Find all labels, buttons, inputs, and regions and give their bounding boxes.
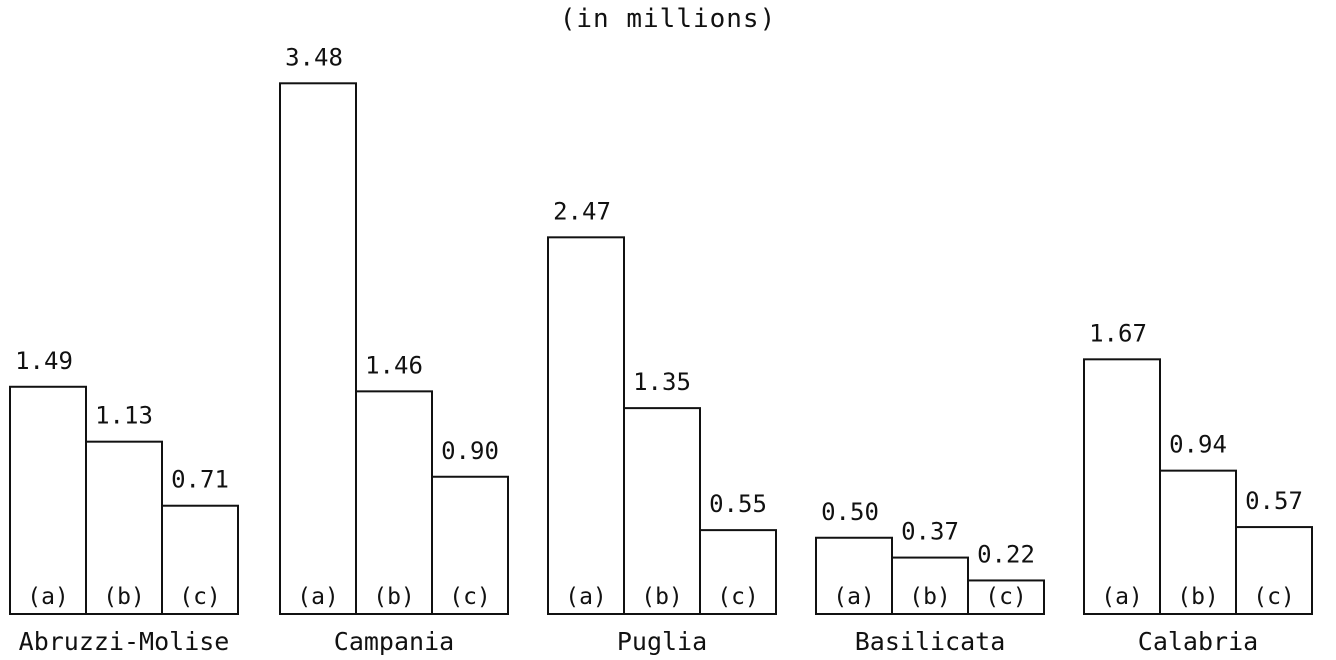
data-label: 1.35: [633, 368, 691, 396]
bar: [1235, 526, 1313, 616]
data-label: 2.47: [553, 197, 611, 225]
bar-sub-label: (b): [641, 584, 683, 610]
data-label: 0.57: [1245, 487, 1303, 515]
data-label: 0.55: [709, 490, 767, 518]
bar-sub-label: (a): [833, 584, 875, 610]
bar-sub-label: (a): [297, 584, 339, 610]
bar: [1083, 358, 1161, 616]
chart-subtitle: (in millions): [559, 4, 777, 34]
data-label: 0.94: [1169, 431, 1227, 459]
bar-sub-label: (c): [449, 584, 491, 610]
data-label: 0.90: [441, 437, 499, 465]
bar: [9, 385, 87, 615]
bar: [161, 504, 239, 616]
bar-sub-label: (b): [103, 584, 145, 610]
data-label: 3.48: [285, 43, 343, 71]
category-label: Puglia: [617, 627, 707, 656]
category-label: Calabria: [1138, 627, 1258, 656]
data-label: 1.67: [1089, 319, 1147, 347]
data-label: 0.37: [901, 518, 959, 546]
bar-sub-label: (b): [909, 584, 951, 610]
category-label: Abruzzi-Molise: [19, 627, 230, 656]
data-label: 1.13: [95, 402, 153, 430]
data-label: 0.71: [171, 466, 229, 494]
data-label: 1.49: [15, 347, 73, 375]
bar: [547, 236, 625, 615]
bar: [431, 475, 509, 615]
bar: [355, 390, 433, 615]
bar: [699, 529, 777, 615]
bar-sub-label: (a): [27, 584, 69, 610]
bar-sub-label: (b): [373, 584, 415, 610]
bar-sub-label: (c): [717, 584, 759, 610]
bar-sub-label: (c): [179, 584, 221, 610]
data-label: 1.46: [365, 351, 423, 379]
bar: [1159, 469, 1237, 615]
bar-sub-label: (c): [1253, 584, 1295, 610]
bar: [623, 407, 701, 615]
bar: [279, 82, 357, 616]
category-label: Campania: [334, 627, 454, 656]
bar-sub-label: (a): [1101, 584, 1143, 610]
bar-sub-label: (a): [565, 584, 607, 610]
bar: [815, 536, 893, 615]
bar: [85, 440, 163, 615]
data-label: 0.50: [821, 498, 879, 526]
bar: [967, 579, 1045, 616]
bar-sub-label: (b): [1177, 584, 1219, 610]
data-label: 0.22: [977, 540, 1035, 568]
category-label: Basilicata: [855, 627, 1006, 656]
bar-sub-label: (c): [985, 584, 1027, 610]
